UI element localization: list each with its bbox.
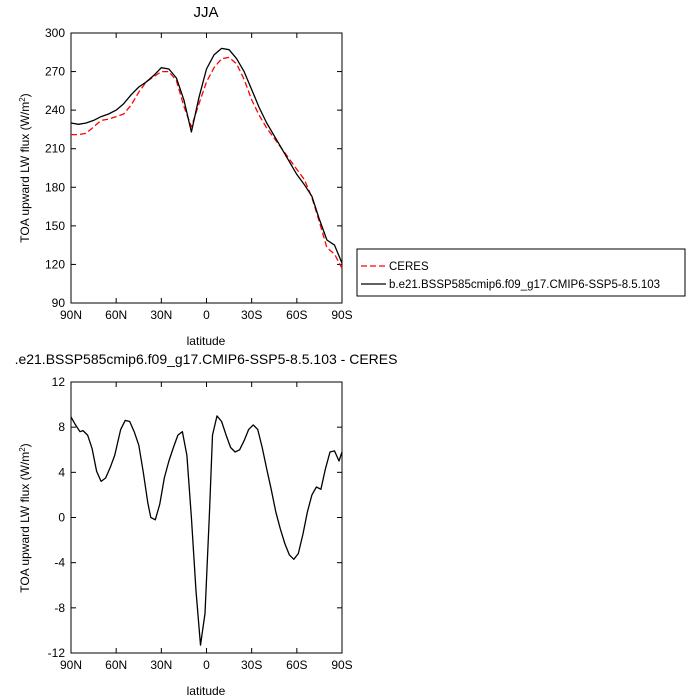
top-x-axis-label: latitude — [187, 334, 226, 348]
bottom-plot-frame — [70, 381, 343, 654]
difference-series-line — [70, 415, 343, 646]
x-tick-label: 0 — [203, 658, 210, 672]
bottom-y-axis-label: TOA upward LW flux (W/m2) — [18, 443, 32, 592]
bottom-chart-title: .e21.BSSP585cmip6.f09_g17.CMIP6-SSP5-8.5… — [15, 351, 398, 367]
y-tick-label: 4 — [58, 465, 65, 479]
y-tick-label: 90 — [52, 296, 66, 310]
y-tick-label: 270 — [45, 65, 65, 79]
model-series-line — [70, 47, 343, 264]
y-tick-label: -4 — [54, 556, 65, 570]
x-tick-label: 30S — [241, 658, 262, 672]
top-y-axis-label: TOA upward LW flux (W/m2) — [18, 93, 32, 242]
y-tick-label: -12 — [48, 646, 66, 660]
y-tick-label: 12 — [52, 375, 66, 389]
bottom-x-axis-label: latitude — [187, 684, 226, 698]
x-tick-label: 90N — [60, 308, 82, 322]
y-tick-label: 120 — [45, 257, 65, 271]
x-tick-label: 60S — [286, 658, 307, 672]
y-tick-label: 150 — [45, 219, 65, 233]
bottom-chart: .e21.BSSP585cmip6.f09_g17.CMIP6-SSP5-8.5… — [15, 351, 398, 698]
top-plot-frame — [70, 32, 343, 304]
legend-box — [356, 248, 686, 297]
x-tick-label: 60S — [286, 308, 307, 322]
x-tick-label: 0 — [203, 308, 210, 322]
x-tick-label: 60N — [105, 658, 127, 672]
x-tick-label: 30N — [150, 658, 172, 672]
top-chart: JJA 90N 60N 30N 0 30S 60S 90S 90 120 150 180 210 240… — [18, 4, 353, 348]
top-chart-title: JJA — [193, 4, 218, 21]
y-tick-label: 240 — [45, 103, 65, 117]
y-tick-label: 180 — [45, 180, 65, 194]
legend-label-model: b.e21.BSSP585cmip6.f09_g17.CMIP6-SSP5-8.… — [389, 279, 660, 291]
ceres-series-line — [71, 56, 343, 269]
x-tick-label: 90S — [331, 308, 352, 322]
x-tick-label: 30S — [241, 308, 262, 322]
x-tick-label: 60N — [105, 308, 127, 322]
y-tick-label: 0 — [58, 511, 65, 525]
legend: CERES b.e21.BSSP585cmip6.f09_g17.CMIP6-S… — [356, 248, 686, 297]
y-tick-label: 210 — [45, 142, 65, 156]
y-tick-label: -8 — [54, 601, 65, 615]
y-tick-label: 8 — [58, 420, 65, 434]
y-tick-label: 300 — [45, 26, 65, 40]
x-tick-label: 30N — [150, 308, 172, 322]
legend-label-ceres: CERES — [389, 261, 429, 273]
x-tick-label: 90N — [60, 658, 82, 672]
x-tick-label: 90S — [331, 658, 352, 672]
